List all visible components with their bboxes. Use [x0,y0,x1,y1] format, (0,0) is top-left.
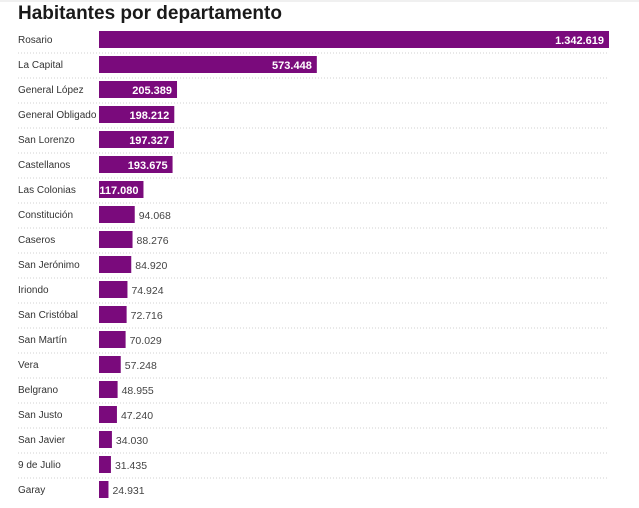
data-label: 1.342.619 [555,35,604,47]
bar [99,431,112,448]
data-label: 205.389 [132,85,172,97]
bar [99,281,128,298]
category-label: Las Colonias [18,185,76,196]
data-label: 24.931 [112,485,144,497]
bar [99,381,118,398]
data-label: 31.435 [115,460,147,472]
category-label: San Martín [18,335,67,346]
data-label: 193.675 [128,160,168,172]
bar [99,81,178,98]
data-label: 34.030 [116,435,148,447]
data-label: 48.955 [122,385,154,397]
bar [99,181,144,198]
data-label: 117.080 [99,185,138,197]
data-label: 198.212 [130,110,170,122]
bar [99,106,175,123]
category-label: Caseros [18,235,55,246]
data-label: 88.276 [137,235,169,247]
bar [99,131,174,148]
category-label: General Obligado [18,110,97,121]
category-label: La Capital [18,60,63,71]
bar [99,31,609,48]
top-border [0,0,639,2]
bar [99,356,121,373]
category-label: San Lorenzo [18,135,75,146]
category-label: San Javier [18,435,66,446]
category-label: Castellanos [18,160,70,171]
data-label: 57.248 [125,360,157,372]
data-label: 72.716 [131,310,163,322]
category-label: Iriondo [18,285,49,296]
data-label: 197.327 [129,135,169,147]
category-label: Vera [18,360,39,371]
data-label: 84.920 [135,260,167,272]
category-label: 9 de Julio [18,460,61,471]
data-label: 70.029 [130,335,162,347]
bar [99,206,135,223]
category-label: Constitución [18,210,73,221]
data-label: 573.448 [272,60,312,72]
bar [99,306,127,323]
bar [99,256,132,273]
bar [99,231,133,248]
bar [99,481,109,498]
bar [99,156,173,173]
category-label: General López [18,85,84,96]
category-label: San Cristóbal [18,310,78,321]
data-label: 94.068 [139,210,171,222]
category-label: Rosario [18,35,53,46]
category-label: San Justo [18,410,63,421]
data-label: 47.240 [121,410,153,422]
data-label: 74.924 [131,285,163,297]
category-label: Belgrano [18,385,58,396]
category-label: San Jerónimo [18,260,80,271]
bar [99,456,111,473]
bar [99,406,117,423]
bar [99,56,317,73]
bar [99,331,126,348]
chart-title: Habitantes por departamento [18,3,282,24]
category-label: Garay [18,485,45,496]
